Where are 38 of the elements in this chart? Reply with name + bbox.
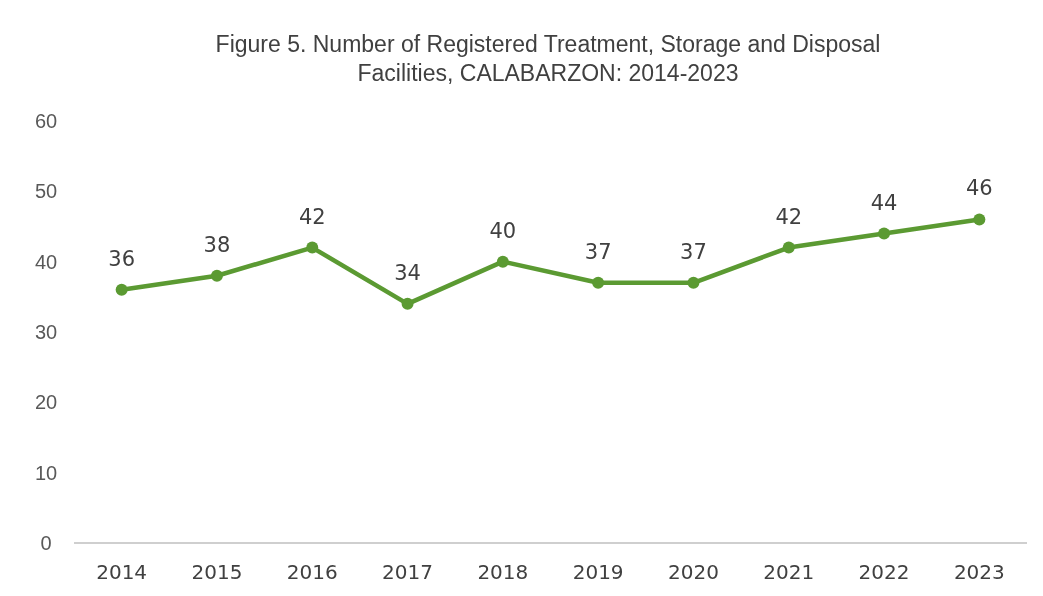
data-label: 46 bbox=[965, 176, 993, 201]
y-tick-label: 40 bbox=[34, 250, 58, 273]
x-tick-label: 2017 bbox=[382, 560, 433, 584]
data-label: 44 bbox=[870, 190, 898, 215]
x-tick-label: 2022 bbox=[858, 560, 910, 584]
x-tick-label: 2020 bbox=[668, 560, 719, 584]
point bbox=[306, 241, 319, 254]
point bbox=[782, 241, 795, 254]
x-tick-label: 2019 bbox=[572, 560, 624, 584]
y-tick-label: 10 bbox=[34, 461, 58, 484]
point bbox=[115, 283, 128, 296]
y-tick-label: 0 bbox=[40, 532, 52, 554]
data-label: 38 bbox=[203, 232, 231, 257]
x-tick-label: 2023 bbox=[953, 560, 1005, 584]
y-tick-label: 50 bbox=[34, 180, 58, 203]
data-label: 34 bbox=[394, 260, 421, 285]
y-tick-label: 60 bbox=[34, 110, 58, 132]
point bbox=[210, 269, 223, 282]
x-tick-label: 2014 bbox=[96, 560, 148, 584]
point bbox=[687, 276, 700, 289]
x-tick-label: 2016 bbox=[286, 560, 338, 584]
chart-title: Figure 5. Number of Registered Treatment, Storage and Disposal Facilities, CALABARZON: 2014-2023 bbox=[215, 31, 881, 86]
point bbox=[592, 276, 605, 289]
data-label: 36 bbox=[108, 246, 136, 271]
point bbox=[496, 255, 509, 268]
point bbox=[973, 213, 986, 226]
data-label: 42 bbox=[775, 204, 803, 229]
data-label: 37 bbox=[680, 239, 707, 264]
y-tick-label: 30 bbox=[34, 321, 58, 343]
data-label: 37 bbox=[584, 239, 612, 264]
x-tick-label: 2018 bbox=[477, 560, 529, 584]
data-label: 42 bbox=[298, 204, 326, 229]
data-label: 40 bbox=[489, 218, 517, 243]
x-tick-label: 2021 bbox=[763, 560, 815, 584]
point bbox=[401, 297, 414, 310]
x-tick-label: 2015 bbox=[191, 560, 243, 584]
point bbox=[878, 227, 891, 240]
y-tick-label: 20 bbox=[34, 391, 58, 414]
